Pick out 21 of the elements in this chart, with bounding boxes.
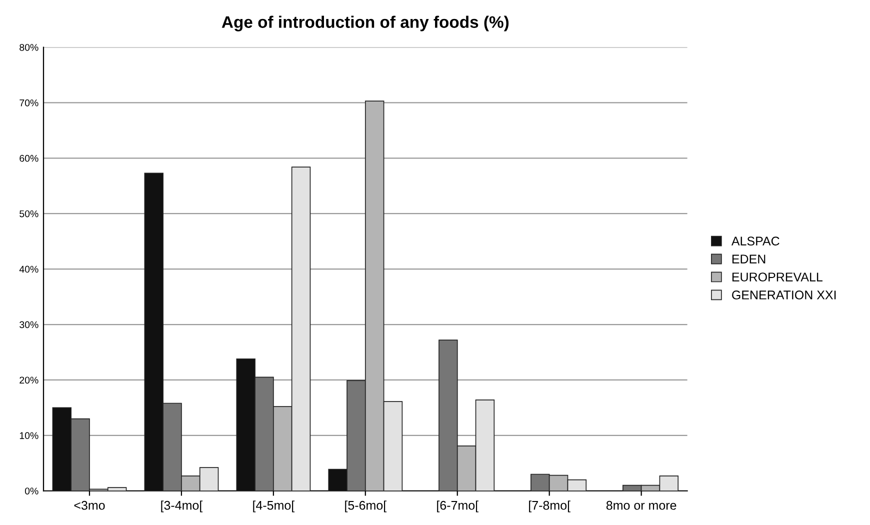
legend-label: GENERATION XXI bbox=[732, 290, 836, 300]
x-tick-label: [5-6mo[ bbox=[345, 500, 386, 512]
y-tick-label: 40% bbox=[19, 266, 38, 273]
y-tick-label: 10% bbox=[20, 432, 38, 440]
legend-label: ALSPAC bbox=[731, 236, 780, 246]
x-tick-label: <3mo bbox=[74, 500, 105, 510]
x-tick-label: [7-8mo[ bbox=[529, 500, 570, 512]
legend-label: EUROPREVALL bbox=[732, 272, 822, 282]
y-tick-label: 20% bbox=[20, 376, 38, 384]
y-tick-label: 60% bbox=[20, 154, 38, 162]
x-tick-label: [3-4mo[ bbox=[161, 500, 203, 512]
legend-label: EDEN bbox=[732, 254, 766, 264]
x-tick-label: 8mo or more bbox=[606, 500, 676, 510]
x-tick-label: [6-7mo[ bbox=[437, 500, 478, 512]
chart-title: Age of introduction of any foods (%) bbox=[222, 16, 509, 32]
y-tick-label: 30% bbox=[20, 321, 38, 328]
x-tick-label: [4-5mo[ bbox=[253, 500, 295, 512]
y-tick-label: 80% bbox=[20, 44, 38, 51]
y-tick-label: 50% bbox=[20, 210, 38, 218]
y-tick-label: 0% bbox=[24, 488, 38, 494]
y-tick-label: 70% bbox=[20, 99, 38, 106]
